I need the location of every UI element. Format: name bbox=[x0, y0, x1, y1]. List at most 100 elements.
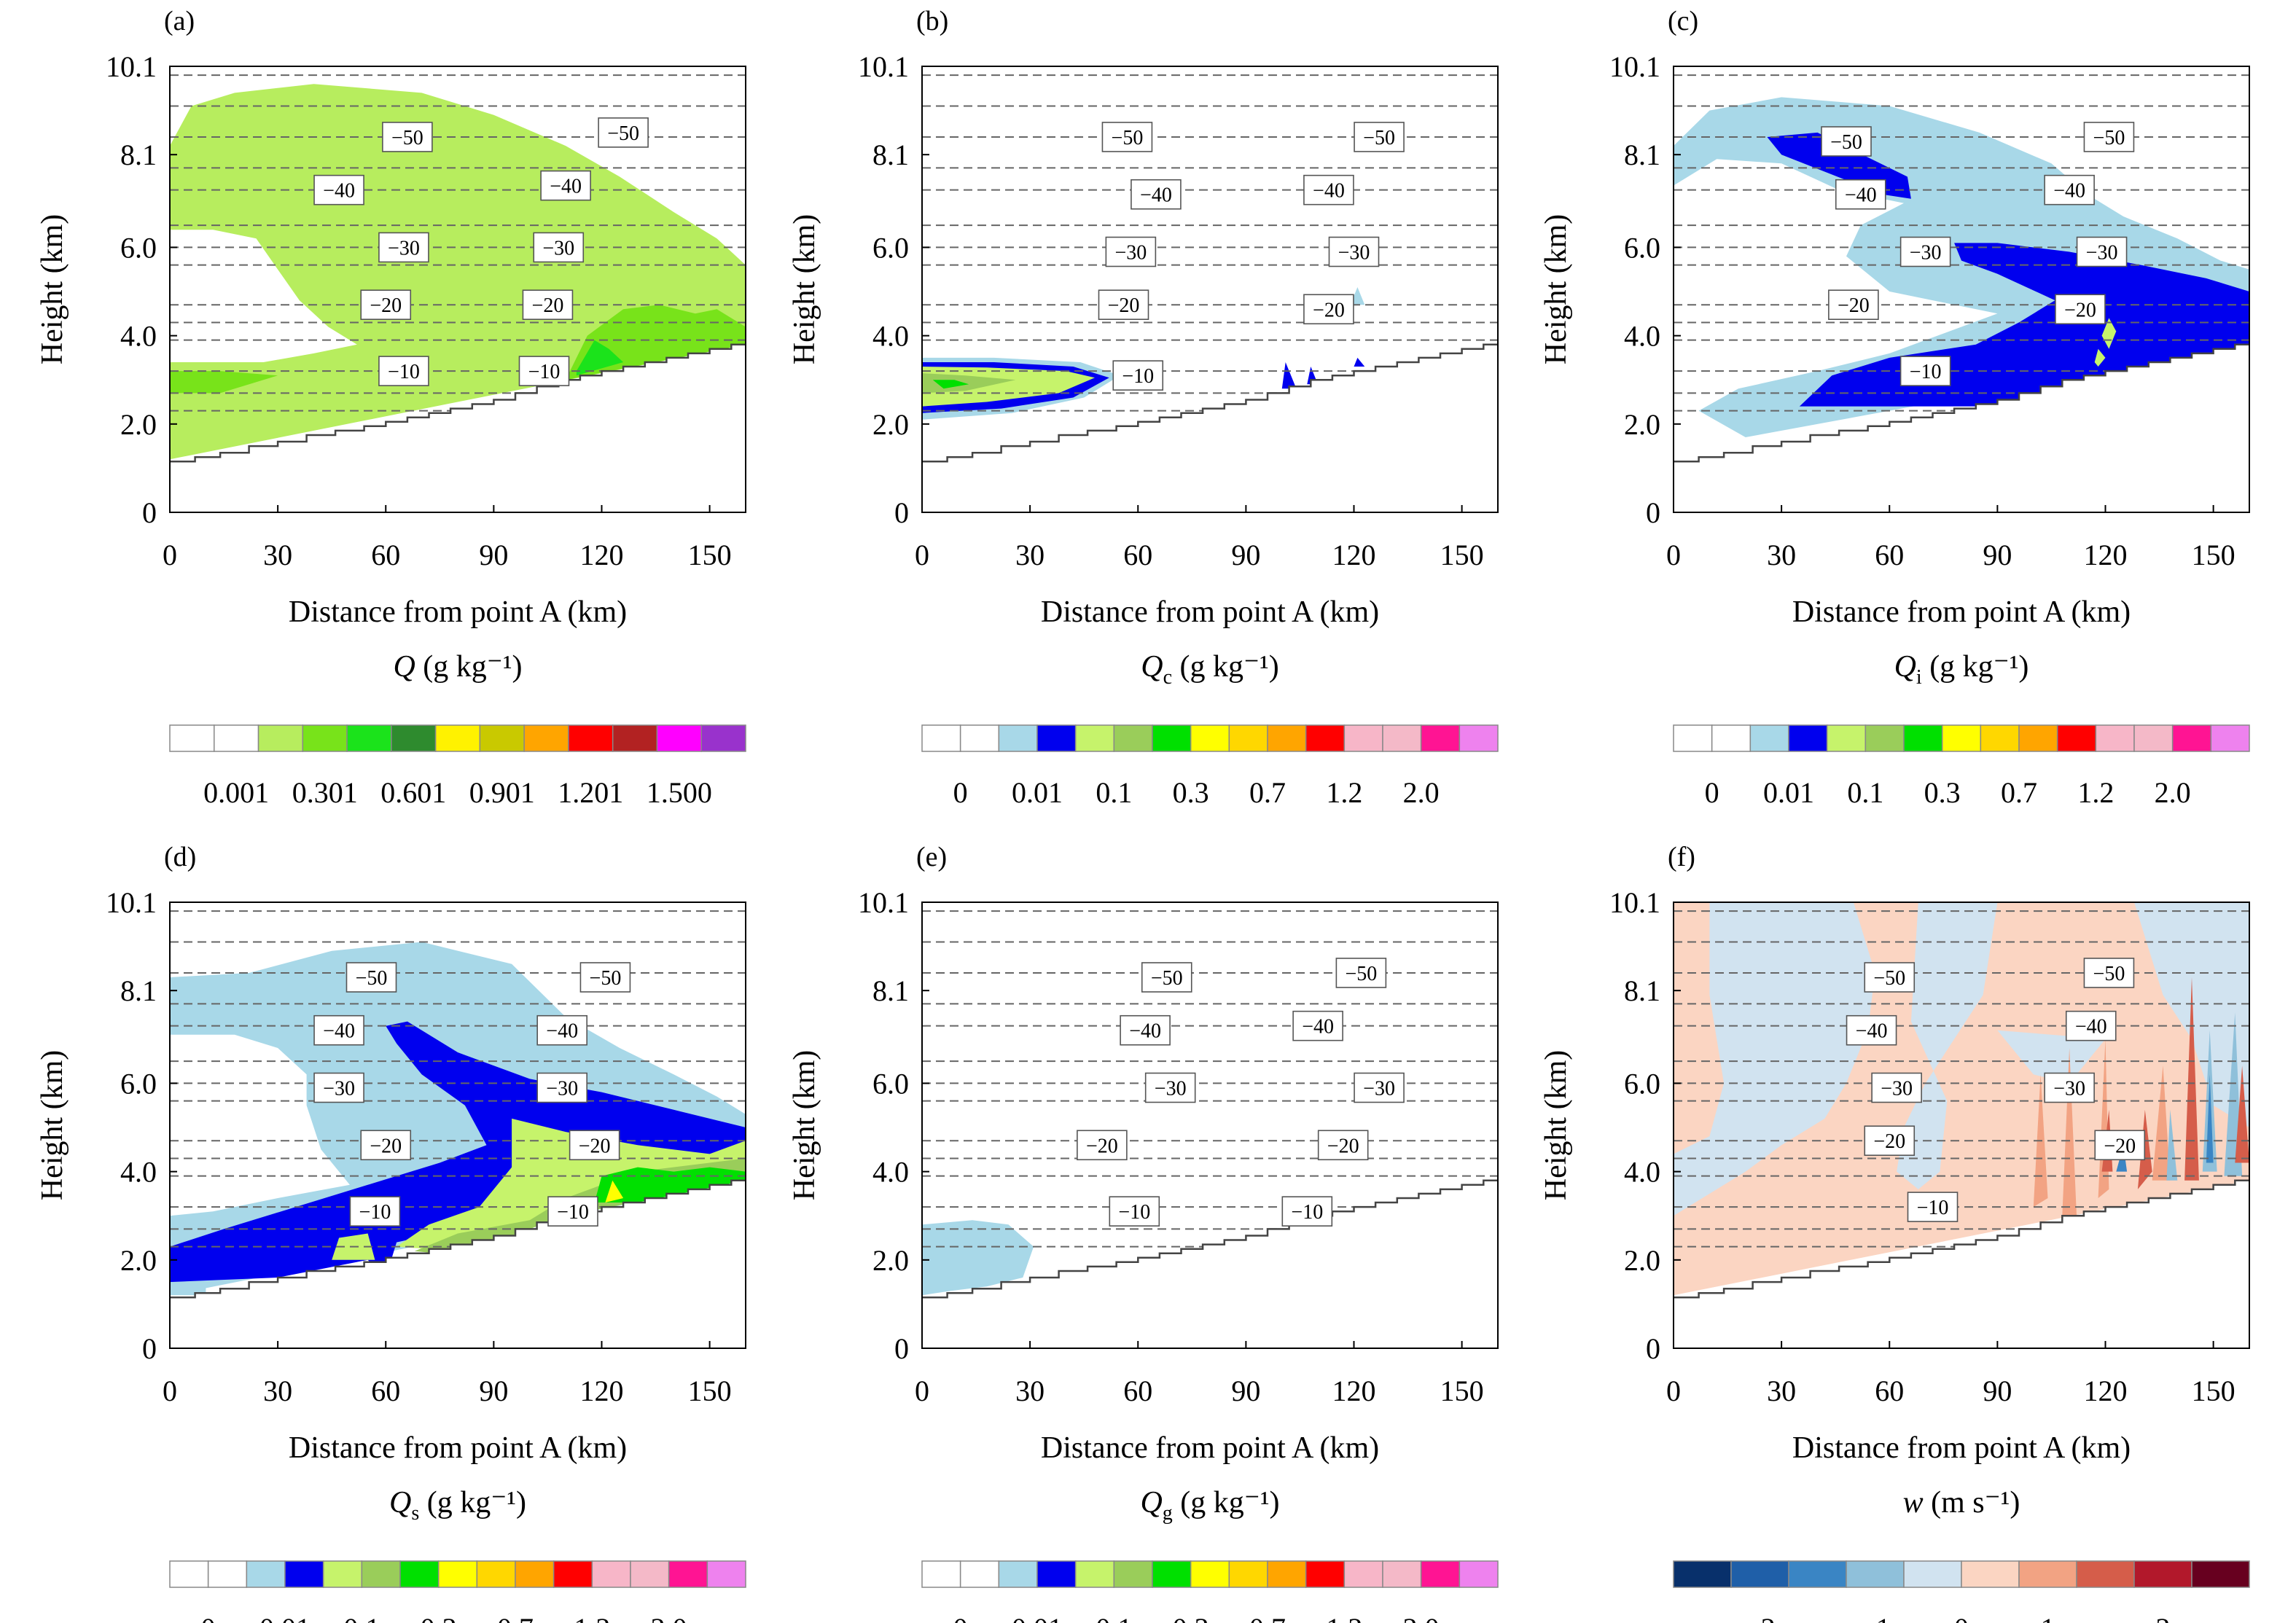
isotherm-label-box bbox=[1846, 1014, 1897, 1046]
isotherm-label: −30 bbox=[1155, 1077, 1187, 1100]
panel-d: −50 −50 −40 −40 −30 −30 −20 −20 −10 −10 (d) 0 2.0 4.0… bbox=[36, 842, 746, 1623]
isotherm-label-box bbox=[378, 356, 429, 386]
contour-fill-10 bbox=[2152, 1065, 2171, 1181]
x-tick-label: 150 bbox=[688, 539, 732, 571]
isotherm-label: −10 bbox=[1917, 1197, 1949, 1219]
colorbar-swatch bbox=[1343, 1560, 1383, 1588]
colorbar-swatch bbox=[1941, 724, 1982, 752]
y-tick-label: 4.0 bbox=[1624, 320, 1660, 353]
isotherm-label: −20 bbox=[2104, 1135, 2136, 1157]
isotherm-label-box bbox=[1864, 962, 1916, 993]
x-tick-label: 120 bbox=[2084, 1374, 2128, 1407]
isotherm-label: −20 bbox=[1838, 294, 1870, 317]
contour-fill-2 bbox=[1897, 902, 1998, 1189]
panel-c: −50 −50 −40 −40 −30 −30 −20 −20 −10 (c) 0 2.0 4.0 6.0… bbox=[1539, 6, 2250, 809]
colorbar-swatch bbox=[214, 724, 259, 752]
colorbar-swatch bbox=[2018, 1560, 2077, 1588]
isotherm-label: −20 bbox=[579, 1135, 611, 1157]
panel-label: (a) bbox=[164, 6, 195, 36]
isotherm-label: −40 bbox=[1845, 184, 1877, 207]
colorbar-swatch bbox=[1673, 1560, 1732, 1588]
isotherm-label: −20 bbox=[532, 294, 564, 317]
colorbar-swatch bbox=[361, 1560, 401, 1588]
isotherm-label: −40 bbox=[1302, 1016, 1334, 1039]
colorbar-swatch bbox=[1305, 1560, 1346, 1588]
colorbar-tick-label: 0.1 bbox=[343, 1612, 380, 1623]
x-tick-label: 30 bbox=[263, 539, 292, 571]
colorbar-tick-label: 1.2 bbox=[2077, 776, 2114, 809]
terrain-line bbox=[170, 1179, 746, 1299]
isotherm-label: −20 bbox=[1108, 294, 1140, 317]
colorbar-title-var: Q bbox=[1894, 650, 1916, 684]
x-tick-label: 120 bbox=[1332, 1374, 1376, 1407]
x-tick-label: 60 bbox=[1875, 1374, 1904, 1407]
x-tick-label: 30 bbox=[263, 1374, 292, 1407]
colorbar-swatch bbox=[1190, 724, 1230, 752]
y-tick-label: 0 bbox=[1646, 496, 1660, 529]
colorbar-swatch bbox=[1903, 724, 1943, 752]
isotherm-label: −30 bbox=[2086, 241, 2118, 264]
y-axis-title: Height (km) bbox=[788, 1050, 821, 1200]
isotherm-label: −50 bbox=[391, 127, 423, 149]
colorbar-tick-label: 0.01 bbox=[1763, 776, 1814, 809]
isotherm-label: −10 bbox=[1910, 361, 1942, 383]
isotherm-label: −10 bbox=[528, 361, 561, 383]
panel-label: (c) bbox=[1668, 6, 1698, 36]
colorbar-tick-label: 1.2 bbox=[1326, 1612, 1362, 1623]
isotherm-label-box bbox=[518, 356, 570, 386]
y-tick-label: 4.0 bbox=[120, 320, 157, 353]
panel-a: −50 −50 −40 −40 −30 −30 −20 −20 −10 −10 (a) 0 2.0 4.0… bbox=[36, 6, 746, 809]
x-tick-label: 0 bbox=[915, 1374, 929, 1407]
plot-area: −50 −50 −40 −40 −30 −30 −20 −20 −10 bbox=[1674, 74, 2249, 512]
colorbar-swatch bbox=[1673, 724, 1713, 752]
terrain-fill bbox=[1674, 344, 2249, 512]
terrain-line bbox=[1674, 1179, 2249, 1299]
isotherm-label-box bbox=[1328, 236, 1380, 267]
colorbar-swatch bbox=[1730, 1560, 1789, 1588]
panel-label: (b) bbox=[916, 6, 948, 36]
colorbar-swatch bbox=[1382, 724, 1422, 752]
y-tick-label: 8.1 bbox=[1624, 138, 1660, 171]
isotherm-label-box bbox=[1141, 962, 1192, 993]
colorbar-tick-label: 0.3 bbox=[1924, 776, 1961, 809]
isotherm-label-box bbox=[536, 1014, 587, 1046]
x-axis-title: Distance from point A (km) bbox=[289, 595, 627, 629]
contour-fill-3 bbox=[2101, 318, 2117, 349]
panel-label: (d) bbox=[164, 842, 196, 872]
colorbar-swatch bbox=[1152, 1560, 1192, 1588]
isotherm-label-box bbox=[313, 1072, 364, 1103]
x-axis-title: Distance from point A (km) bbox=[1041, 595, 1379, 629]
x-tick-label: 120 bbox=[580, 539, 624, 571]
x-tick-label: 60 bbox=[1875, 539, 1904, 571]
colorbar-swatch bbox=[998, 1560, 1038, 1588]
x-axis-title: Distance from point A (km) bbox=[1792, 1431, 2131, 1465]
colorbar-title-subscript: g bbox=[1163, 1502, 1173, 1525]
colorbar-swatch bbox=[2095, 724, 2135, 752]
contour-fill-1 bbox=[170, 1021, 746, 1283]
plot-frame bbox=[921, 66, 1499, 513]
plot-frame bbox=[1673, 66, 2250, 513]
isotherm-label: −40 bbox=[2053, 180, 2085, 203]
colorbar-tick-label: 0 bbox=[1954, 1612, 1969, 1623]
colorbar-swatch bbox=[2133, 724, 2174, 752]
colorbar-swatch bbox=[2171, 724, 2212, 752]
colorbar-swatch bbox=[1382, 1560, 1422, 1588]
colorbar-title: Qg (g kg⁻¹) bbox=[1140, 1486, 1279, 1525]
colorbar-swatch bbox=[921, 1560, 961, 1588]
x-tick-label: 0 bbox=[1666, 539, 1681, 571]
isotherm-label: −40 bbox=[323, 1020, 355, 1043]
isotherm-label: −10 bbox=[1291, 1201, 1323, 1224]
colorbar-tick-label: 0.1 bbox=[1096, 776, 1132, 809]
y-tick-label: 6.0 bbox=[120, 231, 157, 264]
isotherm-label: −30 bbox=[546, 1077, 578, 1100]
colorbar-tick-label: 2.0 bbox=[1403, 1612, 1440, 1623]
isotherm-label: −50 bbox=[1873, 967, 1905, 990]
isotherm-label-box bbox=[345, 962, 397, 993]
colorbar-swatch bbox=[2191, 1560, 2250, 1588]
isotherm-label-box bbox=[1354, 1072, 1405, 1103]
y-tick-label: 10.1 bbox=[106, 886, 157, 919]
colorbar-swatch bbox=[1343, 724, 1383, 752]
colorbar-title: Qs (g kg⁻¹) bbox=[389, 1486, 526, 1525]
colorbar-swatch bbox=[1228, 1560, 1268, 1588]
